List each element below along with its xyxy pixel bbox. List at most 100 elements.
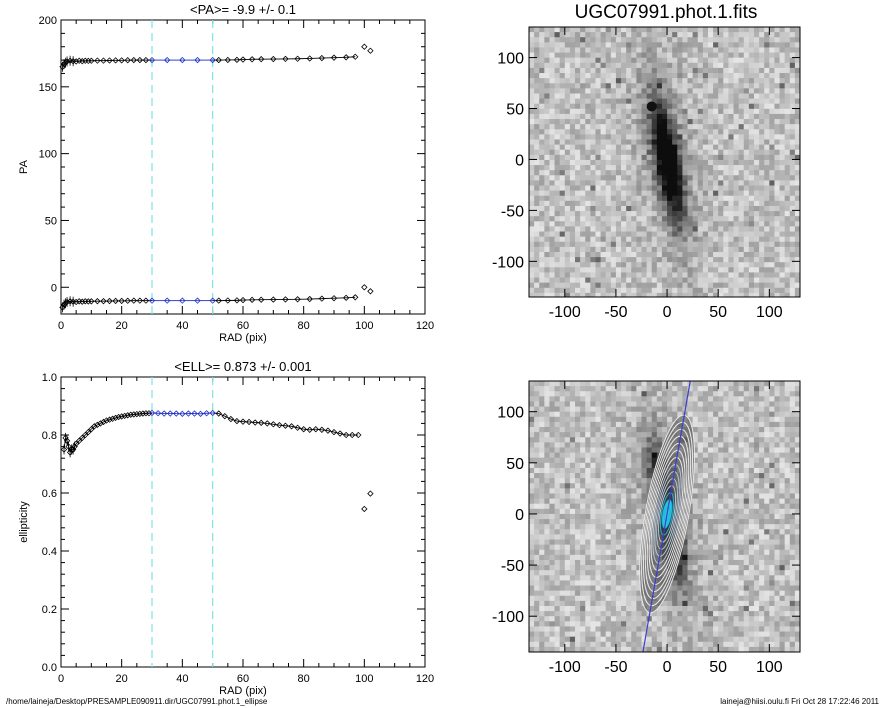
img1-pixel (718, 42, 724, 49)
img2-pixel (713, 396, 719, 403)
img1-pixel (600, 205, 607, 212)
img1-pixel (539, 88, 545, 95)
img1-pixel (539, 139, 545, 146)
img1-pixel (610, 78, 617, 84)
img1-pixel (672, 262, 678, 268)
img2-pixel (621, 478, 627, 484)
img1-pixel (713, 231, 719, 238)
img1-pixel (534, 159, 540, 166)
pa-data-point (361, 284, 368, 291)
img1-pixel (718, 103, 724, 110)
img1-pixel (631, 88, 637, 95)
img2-pixel (600, 406, 607, 413)
img2-pixel (595, 462, 602, 469)
img1-pixel (621, 165, 627, 171)
img1-pixel (707, 216, 714, 222)
img2-pixel (784, 437, 791, 443)
img2-pixel (779, 421, 786, 428)
img2-pixel (707, 437, 714, 443)
img2-pixel (718, 381, 724, 387)
img1-pixel (651, 190, 658, 197)
img2-pixel (621, 462, 627, 469)
img1-pixel (789, 226, 796, 233)
img1-pixel (621, 267, 627, 274)
img1-pixel (539, 32, 545, 38)
img2-pixel (738, 401, 745, 408)
img1-pixel (605, 175, 612, 181)
img1-pixel (702, 190, 709, 197)
img1-pixel (661, 52, 668, 59)
img1-pixel (682, 226, 689, 233)
img1-pixel (590, 287, 597, 294)
img1-pixel (631, 257, 637, 263)
img1-pixel (559, 241, 566, 248)
img2-pixel (748, 519, 755, 525)
img1-pixel (667, 236, 673, 243)
img2-pixel (621, 488, 627, 495)
img2-pixel (769, 452, 776, 459)
img1-pixel (672, 272, 678, 279)
img1-pixel (748, 129, 755, 135)
img2-pixel (575, 457, 581, 464)
img2-pixel (779, 447, 786, 454)
img1-pixel (789, 262, 796, 268)
img1-pixel (590, 113, 597, 120)
img2-pixel (626, 483, 632, 489)
img2-pixel (549, 529, 556, 535)
img2-pixel (605, 524, 612, 530)
img1-pixel (529, 267, 535, 274)
img1-pixel (564, 292, 571, 297)
img1-pixel (600, 241, 607, 248)
img2-pixel (580, 524, 586, 530)
img1-pixel (564, 52, 571, 59)
img1-pixel (779, 144, 786, 151)
img1-pixel (549, 67, 556, 74)
img1-pixel (743, 221, 750, 228)
img1-pixel (702, 180, 709, 187)
img1-pixel (641, 119, 648, 125)
img2-pixel (600, 452, 607, 459)
img2-pixel (539, 406, 545, 413)
img2-pixel (702, 513, 709, 520)
img2-pixel (707, 432, 714, 438)
img2-pixel (641, 437, 648, 443)
img2-pixel (605, 437, 612, 443)
img2-pixel (769, 457, 776, 464)
img1-pixel (651, 119, 658, 125)
img1-xtick-label: -100 (549, 304, 581, 321)
img1-pixel (539, 124, 545, 130)
ell-data-point (148, 409, 156, 417)
img1-pixel (723, 32, 730, 38)
img2-pixel (743, 503, 750, 510)
img1-pixel (759, 57, 765, 64)
img1-pixel (759, 216, 765, 222)
img2-pixel (779, 381, 786, 387)
img1-pixel (728, 134, 735, 141)
img2-pixel (733, 529, 740, 535)
img2-pixel (575, 421, 581, 428)
img2-pixel (580, 406, 586, 413)
img1-pixel (779, 262, 786, 268)
img1-pixel (564, 287, 571, 294)
img2-pixel (539, 447, 545, 454)
img1-pixel (738, 241, 745, 248)
img1-pixel (794, 113, 800, 120)
img2-pixel (738, 411, 745, 418)
img1-pixel (672, 241, 678, 248)
img1-pixel (723, 236, 730, 243)
img2-pixel (636, 442, 643, 449)
img1-pixel (549, 241, 556, 248)
img1-pixel (544, 195, 551, 202)
img1-pixel (738, 185, 745, 192)
img2-pixel (784, 529, 791, 535)
img1-pixel (575, 257, 581, 263)
img1-pixel (585, 170, 591, 176)
img2-pixel (769, 401, 776, 408)
img1-pixel (769, 113, 776, 120)
img1-pixel (549, 42, 556, 49)
img2-pixel (764, 386, 770, 392)
ell-data-point (197, 410, 204, 417)
img1-pixel (539, 287, 545, 294)
img2-pixel (580, 447, 586, 454)
img1-pixel (621, 52, 627, 59)
